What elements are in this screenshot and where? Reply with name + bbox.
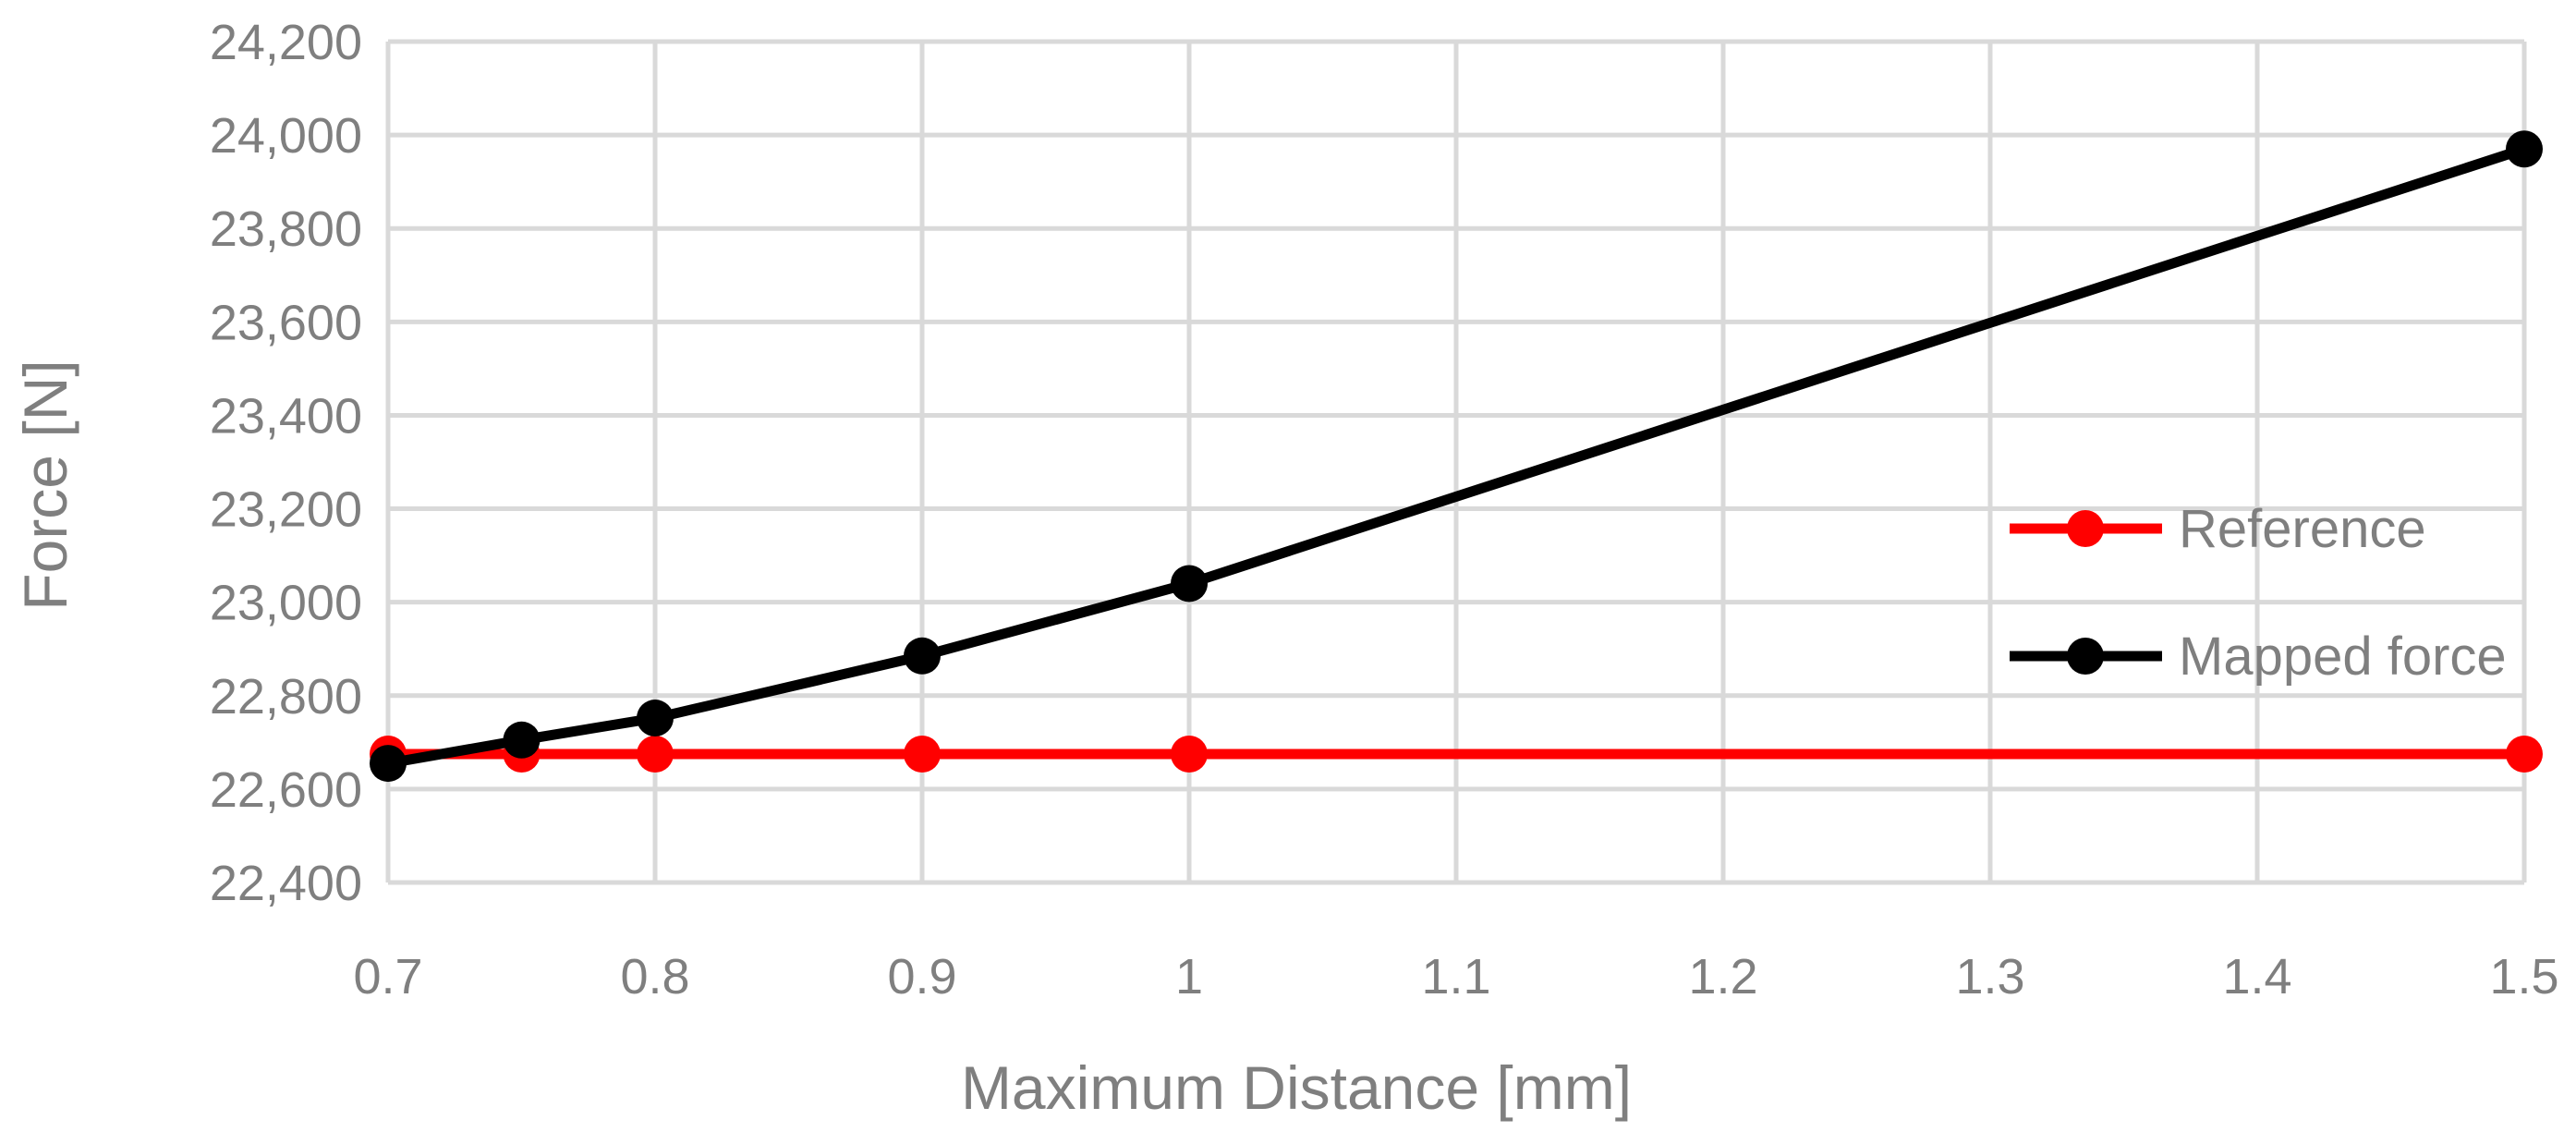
data-point (637, 700, 674, 737)
y-tick-label: 22,400 (210, 856, 362, 911)
legend-item-mapped-force: Mapped force (2010, 627, 2507, 687)
series-layer (370, 130, 2543, 783)
x-tick-label: 1.4 (2222, 949, 2291, 1004)
data-point (370, 745, 407, 783)
y-tick-label: 23,600 (210, 295, 362, 350)
legend-item-reference: Reference (2010, 499, 2426, 559)
y-tick-label: 22,800 (210, 669, 362, 724)
y-tick-label: 23,400 (210, 388, 362, 444)
y-axis-title: Force [N] (11, 359, 79, 610)
x-tick-label: 1 (1175, 949, 1203, 1004)
y-tick-label: 24,000 (210, 108, 362, 164)
data-point (503, 721, 541, 759)
x-tick-label: 1.5 (2489, 949, 2558, 1004)
y-tick-label: 23,200 (210, 482, 362, 538)
y-tick-labels: 22,400 22,600 22,800 23,000 23,200 23,400 23,6… (210, 15, 362, 911)
series-line (387, 144, 2526, 769)
x-tick-label: 1.2 (1688, 949, 1757, 1004)
legend-label: Reference (2179, 499, 2426, 559)
x-tick-label: 1.1 (1421, 949, 1490, 1004)
legend-marker (2067, 510, 2104, 547)
x-tick-label: 0.8 (620, 949, 689, 1004)
x-axis-title: Maximum Distance [mm] (961, 1053, 1632, 1122)
data-point (1171, 565, 1208, 603)
y-tick-label: 23,000 (210, 576, 362, 631)
x-tick-label: 0.9 (887, 949, 956, 1004)
data-point (2506, 735, 2543, 773)
x-tick-label: 0.7 (353, 949, 422, 1004)
legend: Reference Mapped force (2010, 499, 2507, 687)
x-tick-label: 1.3 (1955, 949, 2024, 1004)
x-tick-labels: 0.7 0.8 0.9 1 1.1 1.2 1.3 1.4 1.5 (353, 949, 2558, 1004)
data-point (1171, 735, 1208, 773)
data-point (637, 735, 674, 773)
y-tick-label: 23,800 (210, 201, 362, 257)
y-tick-label: 24,200 (210, 15, 362, 70)
data-point (904, 735, 941, 773)
y-tick-label: 22,600 (210, 762, 362, 818)
legend-label: Mapped force (2179, 627, 2507, 687)
legend-marker (2067, 638, 2104, 675)
series-mapped-force (370, 130, 2543, 783)
data-point (904, 637, 941, 675)
data-point (2506, 130, 2543, 168)
